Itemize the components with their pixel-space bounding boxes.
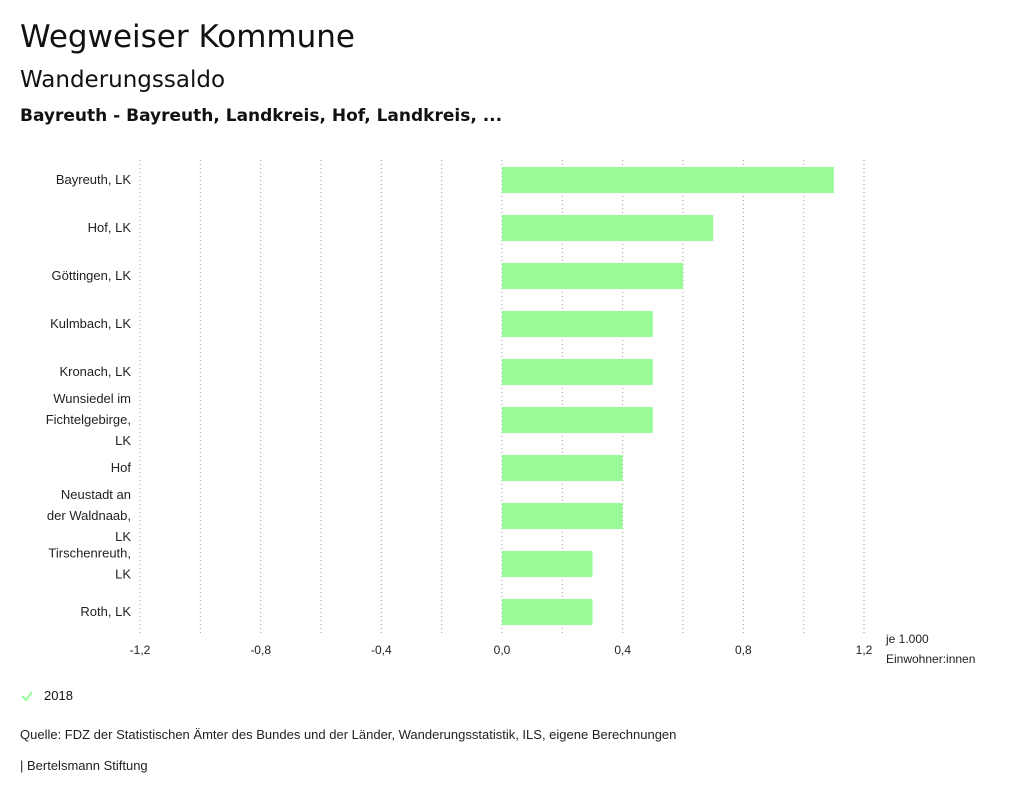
tick-label: 1,2 xyxy=(856,643,873,657)
category-label-line: Hof, LK xyxy=(88,220,132,235)
category-label: Göttingen, LK xyxy=(52,268,132,283)
category-label: Kronach, LK xyxy=(59,364,131,379)
category-label-line: Tirschenreuth, xyxy=(48,546,131,561)
category-label: Neustadt an der Waldnaab, LK xyxy=(47,487,131,544)
category-label: Kulmbach, LK xyxy=(50,316,131,331)
category-label-line: Roth, LK xyxy=(80,604,131,619)
source-note: Quelle: FDZ der Statistischen Ämter des … xyxy=(20,727,677,742)
bar xyxy=(502,407,653,433)
category-label-line: LK xyxy=(115,529,131,544)
category-label-line: Wunsiedel im xyxy=(53,391,131,406)
tick-label: -0,8 xyxy=(250,643,271,657)
legend-label: 2018 xyxy=(44,688,73,703)
category-label-line: Neustadt an xyxy=(61,487,131,502)
tick-label: -0,4 xyxy=(371,643,392,657)
category-label-line: der Waldnaab, xyxy=(47,508,131,523)
tick-label: 0,0 xyxy=(494,643,511,657)
tick-label: -1,2 xyxy=(130,643,151,657)
category-label: Tirschenreuth, LK xyxy=(48,546,131,582)
category-label-line: LK xyxy=(115,567,131,582)
bar xyxy=(502,551,593,577)
category-label-line: Göttingen, LK xyxy=(52,268,132,283)
publisher-note: | Bertelsmann Stiftung xyxy=(20,758,148,773)
chart-title: Wanderungssaldo xyxy=(20,67,226,93)
category-label: Hof, LK xyxy=(88,220,132,235)
app-title: Wegweiser Kommune xyxy=(20,19,355,55)
bar xyxy=(502,263,683,289)
category-label-line: Bayreuth, LK xyxy=(56,172,131,187)
header: Wegweiser Kommune xyxy=(20,18,355,56)
bar-chart: Bayreuth, LK Hof, LK Göttingen, LK Kulmbach… xyxy=(46,160,975,666)
bar xyxy=(502,167,834,193)
tick-label: 0,4 xyxy=(614,643,631,657)
category-label: Bayreuth, LK xyxy=(56,172,131,187)
bar xyxy=(502,455,623,481)
bar xyxy=(502,311,653,337)
category-label-line: LK xyxy=(115,433,131,448)
checkmark-icon[interactable] xyxy=(20,689,34,703)
bar xyxy=(502,599,593,625)
unit-label: je 1.000 xyxy=(885,632,929,646)
tick-label: 0,8 xyxy=(735,643,752,657)
bar xyxy=(502,359,653,385)
bar xyxy=(502,215,714,241)
category-label-line: Fichtelgebirge, xyxy=(46,412,131,427)
legend[interactable]: 2018 xyxy=(20,688,73,703)
category-label-line: Hof xyxy=(111,460,132,475)
unit-label: Einwohner:innen xyxy=(886,652,975,666)
category-label: Wunsiedel im Fichtelgebirge, LK xyxy=(46,391,132,448)
category-label: Roth, LK xyxy=(80,604,131,619)
category-label-line: Kulmbach, LK xyxy=(50,316,131,331)
chart-subtitle: Bayreuth - Bayreuth, Landkreis, Hof, Lan… xyxy=(20,106,503,126)
bar xyxy=(502,503,623,529)
category-label: Hof xyxy=(111,460,132,475)
category-label-line: Kronach, LK xyxy=(59,364,131,379)
